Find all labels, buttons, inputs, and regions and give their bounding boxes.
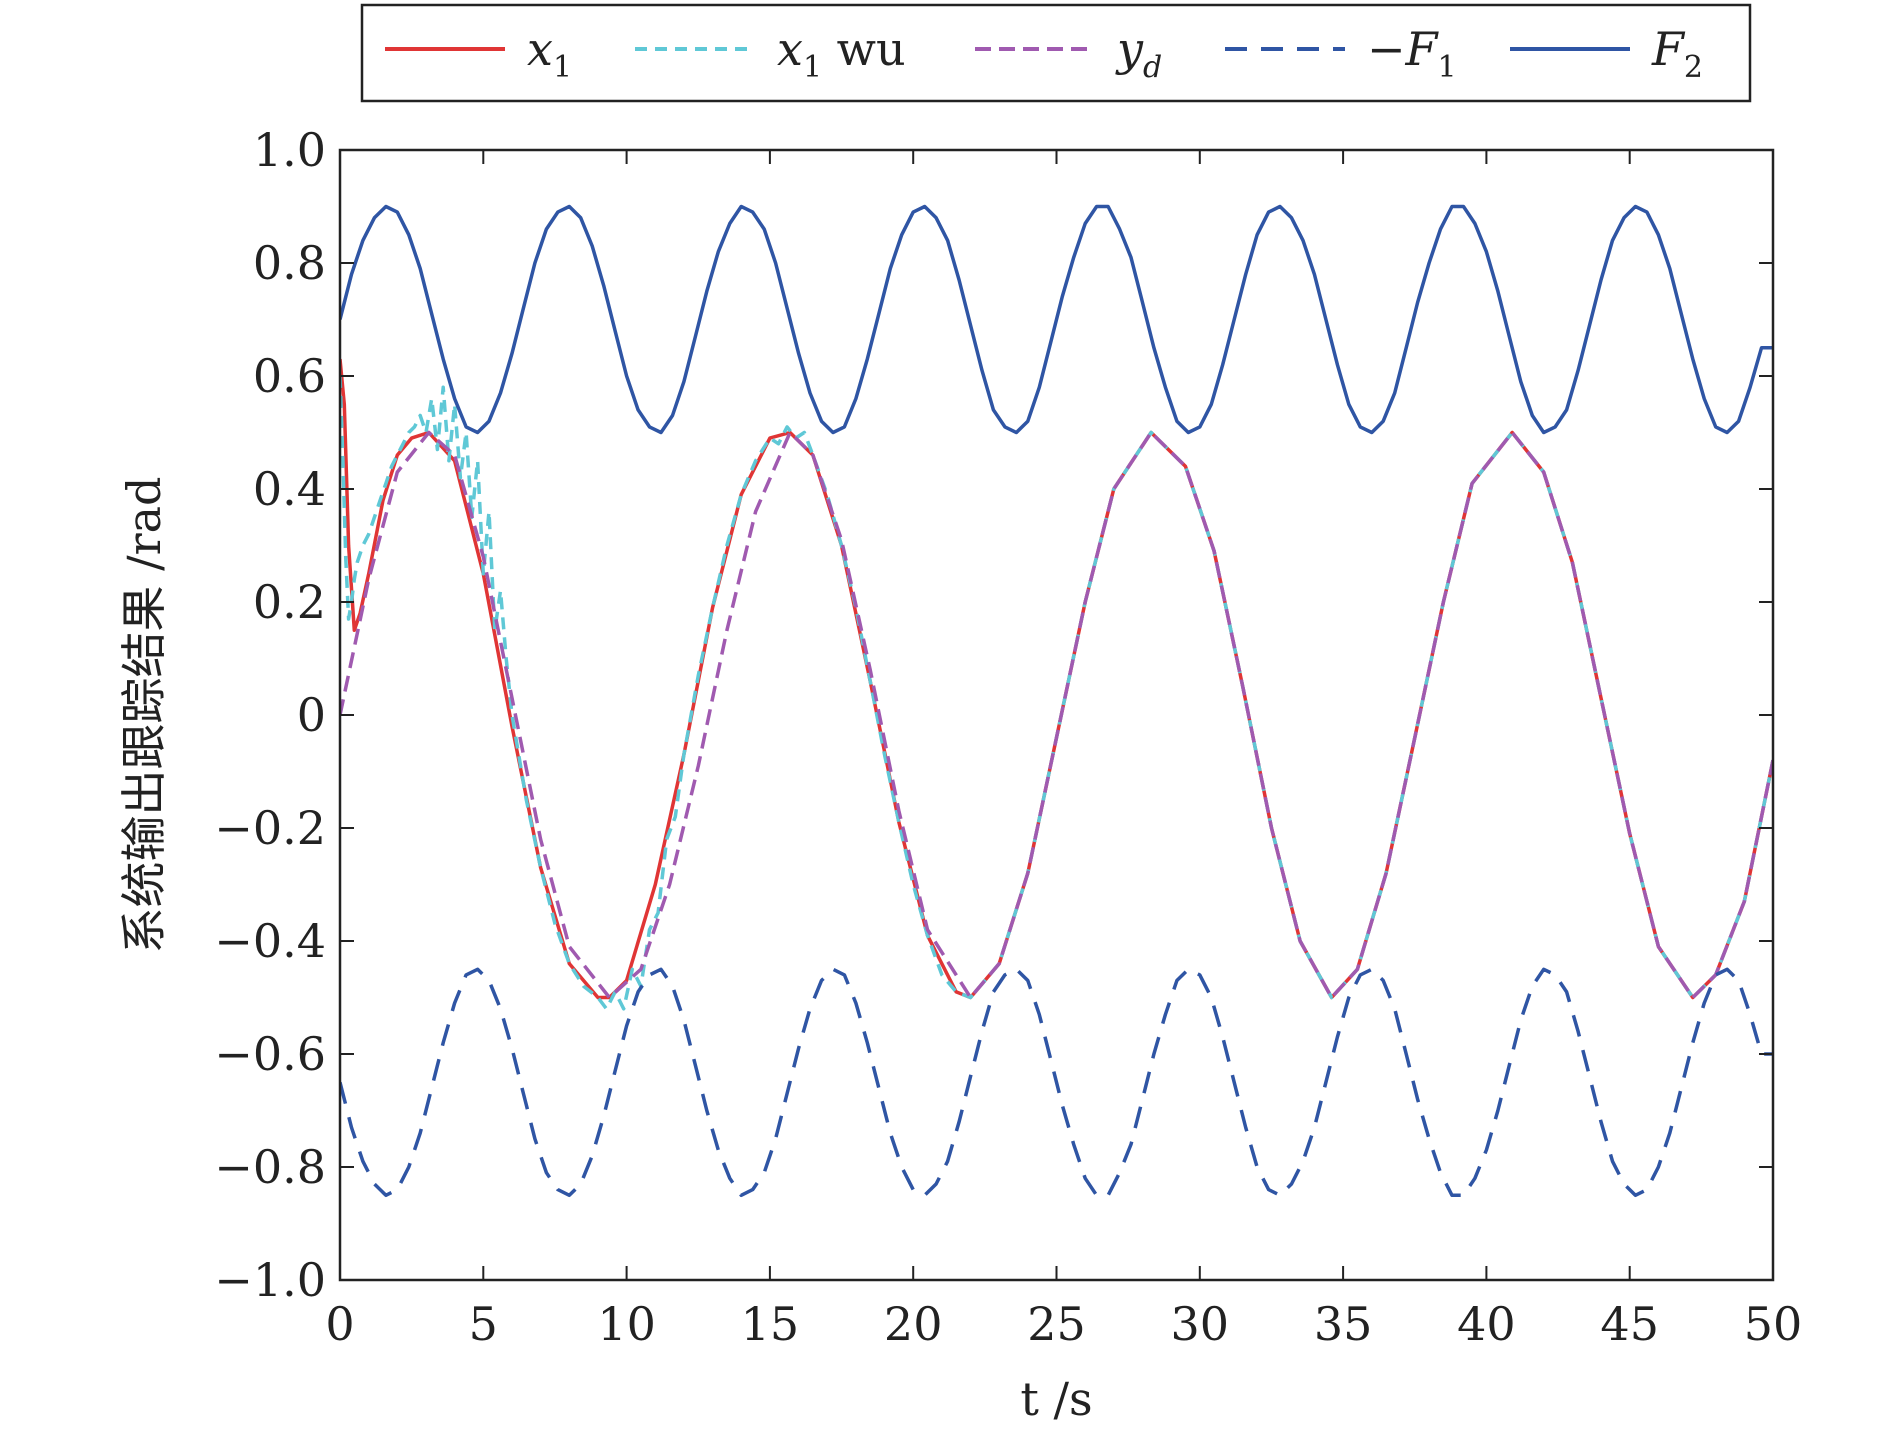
y-tick-label: 0.4 bbox=[253, 462, 326, 516]
x-tick-label: 35 bbox=[1314, 1297, 1373, 1351]
legend-label-3: −F1 bbox=[1367, 22, 1457, 85]
tick-labels: 0 5 10 15 20 25 30 35 40 45 50 −1.0 −0.8 −0.6 −0.4 −0.2… bbox=[214, 123, 1802, 1351]
x-tick-label: 45 bbox=[1600, 1297, 1659, 1351]
x-axis-label: t /s bbox=[1020, 1372, 1092, 1426]
y-axis-label: 系统输出跟踪结果 /rad bbox=[117, 477, 171, 954]
y-tick-label: 0.8 bbox=[253, 236, 326, 290]
axis-ticks bbox=[339, 149, 1774, 1281]
series-line-4 bbox=[340, 204, 1773, 435]
legend-label-2: yd bbox=[1115, 22, 1162, 85]
x-tick-label: 50 bbox=[1744, 1297, 1803, 1351]
legend: x1 x1 wu yd −F1 F2 bbox=[360, 3, 1752, 103]
legend-box bbox=[360, 3, 1752, 103]
y-tick-label: −0.8 bbox=[214, 1140, 326, 1194]
x-tick-label: 25 bbox=[1027, 1297, 1086, 1351]
x-tick-label: 0 bbox=[325, 1297, 354, 1351]
x-tick-label: 40 bbox=[1457, 1297, 1516, 1351]
y-tick-label: 0 bbox=[297, 688, 326, 742]
x-tick-label: 10 bbox=[597, 1297, 656, 1351]
series-line-2 bbox=[340, 430, 1773, 1000]
y-tick-label: −0.2 bbox=[214, 801, 326, 855]
x-tick-label: 5 bbox=[469, 1297, 498, 1351]
legend-label-0: x1 bbox=[527, 22, 572, 85]
x-tick-label: 15 bbox=[741, 1297, 800, 1351]
y-tick-label: −1.0 bbox=[214, 1253, 326, 1307]
legend-label-4: F2 bbox=[1651, 22, 1703, 85]
y-tick-label: 1.0 bbox=[253, 123, 326, 177]
y-tick-label: 0.2 bbox=[253, 575, 326, 629]
y-tick-label: 0.6 bbox=[253, 349, 326, 403]
x-tick-label: 30 bbox=[1171, 1297, 1230, 1351]
y-tick-label: −0.6 bbox=[214, 1027, 326, 1081]
x-tick-label: 20 bbox=[884, 1297, 943, 1351]
series-layer bbox=[340, 204, 1773, 1198]
legend-label-1: x1 wu bbox=[777, 22, 906, 85]
series-line-3 bbox=[340, 967, 1773, 1198]
y-tick-label: −0.4 bbox=[214, 914, 326, 968]
